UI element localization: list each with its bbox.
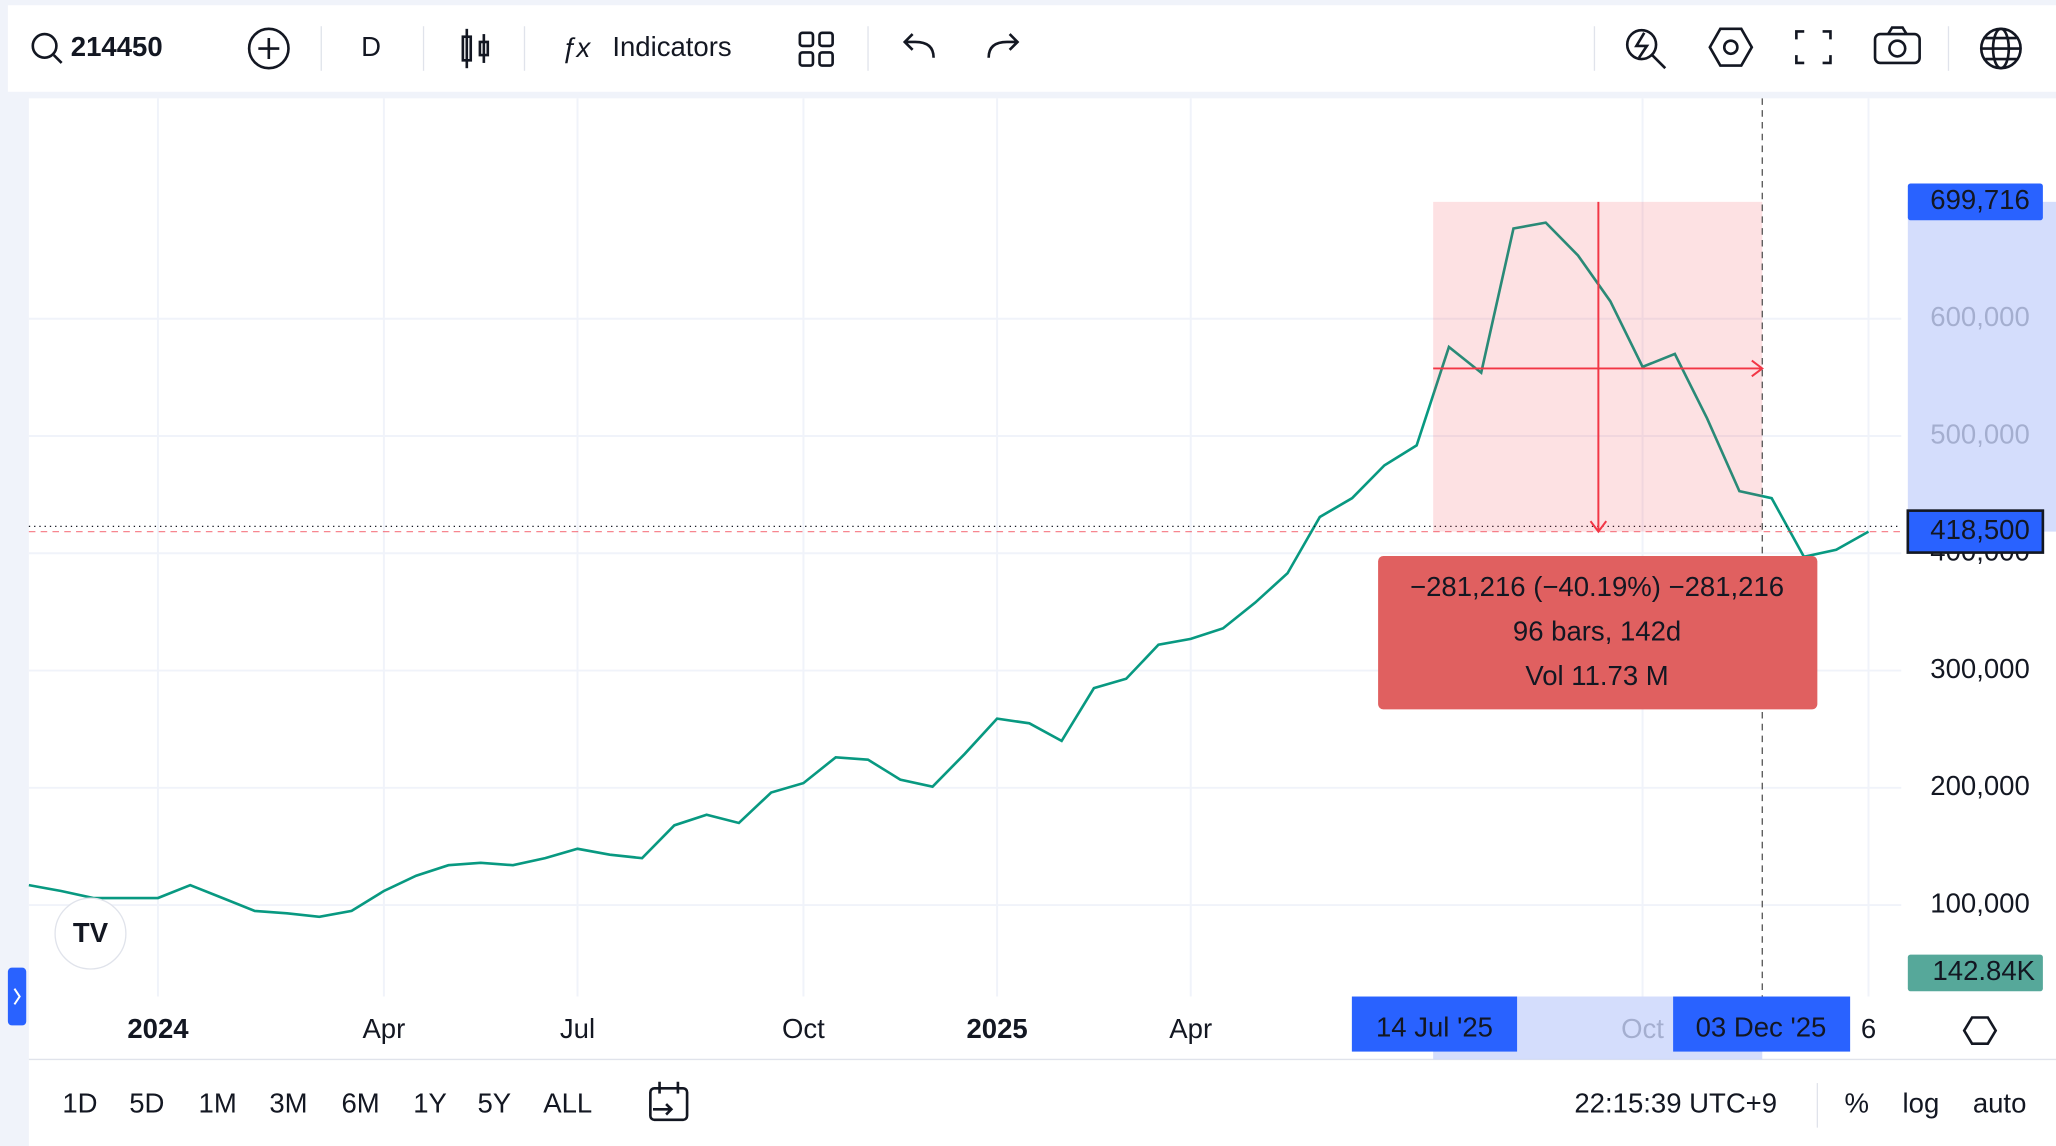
globe-icon[interactable]: [1979, 27, 2022, 70]
x-tick-label: Jul: [560, 1013, 595, 1044]
axis-settings[interactable]: [1962, 1016, 1998, 1046]
measure-arrow-v: [1589, 201, 1608, 534]
measure-box: [1378, 555, 1818, 710]
end-date: 03 Dec '25: [1696, 1012, 1827, 1043]
alert-icon[interactable]: [1625, 28, 1667, 70]
plot: [28, 221, 1870, 919]
last-price-box: [1906, 509, 2045, 554]
measure-volume: Vol 11.73 M: [1525, 660, 1668, 691]
price-range-highlight: [1907, 201, 2056, 532]
indicators-button[interactable]: Indicators: [612, 31, 731, 62]
percent-toggle[interactable]: %: [1844, 1088, 1868, 1119]
overlays: −281,216 (−40.19%) −281,216 96 bars, 142d…: [28, 98, 2045, 1052]
chart-type-icon[interactable]: [461, 28, 490, 69]
goto-date-icon[interactable]: [649, 1081, 689, 1122]
range-button[interactable]: 5D: [129, 1088, 164, 1119]
y-tick-label: 100,000: [1930, 887, 2029, 918]
symbol[interactable]: 214450: [71, 31, 163, 62]
y-tick-label: 300,000: [1930, 653, 2029, 684]
range-button[interactable]: 1M: [199, 1088, 237, 1119]
x-tick-label: 6: [1861, 1013, 1876, 1044]
fx-icon[interactable]: ƒx: [561, 32, 591, 63]
end-date-box: [1673, 996, 1851, 1052]
x-tick-label: 2025: [966, 1013, 1027, 1044]
log-toggle[interactable]: log: [1903, 1088, 1940, 1119]
clock: 22:15:39 UTC+9: [1574, 1088, 1777, 1119]
x-tick-label: Apr: [362, 1013, 405, 1044]
logo-mark: TV: [73, 917, 109, 948]
x-tick-label: Oct: [782, 1013, 825, 1044]
measure-change: −281,216 (−40.19%) −281,216: [1410, 571, 1784, 602]
add-symbol[interactable]: [247, 27, 290, 70]
y-tick-label: 200,000: [1930, 770, 2029, 801]
range-button[interactable]: ALL: [543, 1088, 592, 1119]
undo[interactable]: [902, 33, 935, 58]
logo[interactable]: [54, 897, 127, 970]
x-tick-label: Apr: [1169, 1013, 1212, 1044]
volume-box: [1907, 954, 2043, 992]
sidebar-toggle[interactable]: [7, 967, 27, 1026]
search-icon[interactable]: [31, 32, 63, 64]
range-button[interactable]: 1Y: [413, 1088, 447, 1119]
layouts-icon[interactable]: [798, 31, 834, 67]
measure-bars: 96 bars, 142d: [1513, 616, 1681, 647]
range-button[interactable]: 6M: [341, 1088, 379, 1119]
range-buttons: 1D 5D 1M 3M 6M 1Y 5Y ALL: [62, 1088, 592, 1119]
settings-icon-dot: [1722, 39, 1739, 56]
start-date: 14 Jul '25: [1376, 1012, 1493, 1043]
snapshot-icon[interactable]: [1873, 26, 1921, 65]
interval[interactable]: D: [361, 31, 381, 62]
volume-label: 142.84K: [1932, 955, 2035, 986]
range-button[interactable]: 5Y: [478, 1088, 512, 1119]
high-price-label: 699,716: [1930, 184, 2029, 215]
price-line: [28, 221, 1870, 919]
auto-toggle[interactable]: auto: [1973, 1088, 2027, 1119]
settings-icon[interactable]: [1708, 27, 1754, 67]
last-price-label: 418,500: [1930, 514, 2029, 545]
toolbar: [7, 5, 2056, 92]
range-button[interactable]: 1D: [62, 1088, 97, 1119]
fullscreen-icon[interactable]: [1795, 30, 1832, 65]
high-price-box: [1907, 183, 2043, 221]
sidebar-arrow: [13, 988, 21, 1005]
start-date-box: [1351, 996, 1518, 1052]
range-button[interactable]: 3M: [269, 1088, 307, 1119]
redo[interactable]: [987, 33, 1020, 58]
x-tick-label: 2024: [127, 1013, 189, 1044]
